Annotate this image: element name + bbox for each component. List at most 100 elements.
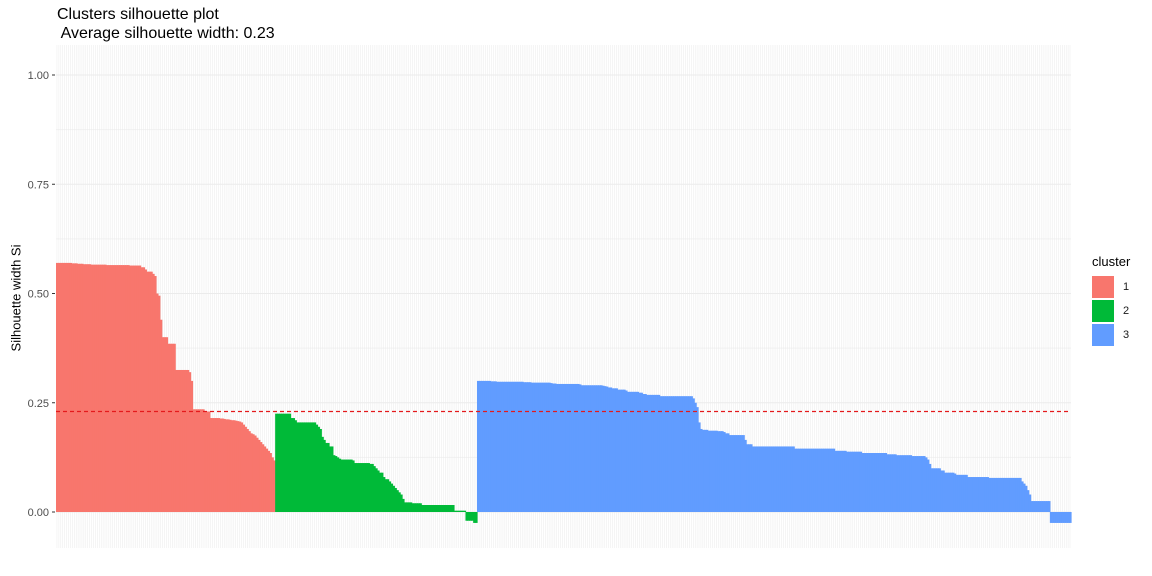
bar [980,477,984,512]
bar [282,413,286,512]
bar [403,502,407,512]
bar [169,343,172,512]
bar [686,396,690,512]
bar [246,428,249,512]
bar [986,477,989,512]
legend-label: 1 [1123,281,1130,293]
bar [61,262,65,512]
bar [919,456,922,512]
bar [667,396,670,512]
bar [601,385,605,512]
bar [386,479,390,512]
bar [613,388,617,512]
bar [84,264,88,512]
bar [684,396,688,512]
bar [490,381,493,512]
bar [699,428,703,512]
bar [528,382,532,512]
bar [517,381,520,512]
bar [428,505,432,512]
series-cluster-3 [476,380,1072,523]
bar [657,394,661,512]
bar [117,265,121,512]
bar [661,396,665,512]
bar [480,380,484,512]
bar [978,477,982,512]
bar [999,477,1003,512]
legend-label: 3 [1123,329,1130,341]
y-axis: 0.00 0.25 0.50 0.75 1.00 [28,70,55,519]
bar [244,426,247,512]
bar [871,453,874,512]
bar [475,512,478,523]
bar [855,451,859,512]
bar [452,505,455,512]
bar [338,458,342,512]
bar [73,263,76,512]
bar-series [56,262,1072,523]
bar [673,396,676,512]
bar [580,385,584,512]
bar [611,388,615,512]
bar [436,505,440,512]
bar [724,433,728,512]
bar [159,319,163,512]
bar [857,451,861,512]
bar [646,394,649,512]
bar [352,460,355,512]
bar [421,505,424,512]
bar [142,267,146,512]
bar [111,265,115,512]
bar [186,369,190,512]
bar [252,434,255,512]
bar [926,459,930,512]
bar [98,264,101,512]
bar [1001,477,1005,512]
bar [192,409,196,512]
bar [915,456,918,512]
bar [992,477,995,512]
bar [821,448,824,512]
bar [563,383,567,512]
bar [92,264,96,512]
bar [240,422,244,512]
bar [872,453,876,512]
bar [653,394,657,512]
bar [444,505,447,512]
bar [559,383,563,512]
bar [928,463,932,512]
bar [705,429,709,512]
bar [997,477,1001,512]
bar [542,382,545,512]
bar [897,455,901,512]
bar [532,382,536,512]
bar [498,381,501,512]
legend-title: cluster [1092,254,1131,269]
bar [367,463,370,512]
bar [1069,512,1072,523]
bar [254,435,257,512]
bar [884,453,888,512]
bar [1059,512,1062,523]
bar [188,372,192,512]
bar [851,451,855,512]
bar [427,505,430,512]
bar [511,381,515,512]
bar [334,456,338,512]
bar [607,387,611,512]
bar [405,502,409,512]
bar [1046,501,1049,512]
bar [202,409,205,512]
bar [809,448,813,512]
legend-key [1092,324,1114,346]
bar [211,418,215,512]
bar [876,453,880,512]
bar [419,503,422,512]
bar [123,265,126,512]
bar [963,474,966,512]
bar [344,459,347,512]
bar [698,422,701,512]
bar [400,494,403,512]
bar [840,450,843,512]
